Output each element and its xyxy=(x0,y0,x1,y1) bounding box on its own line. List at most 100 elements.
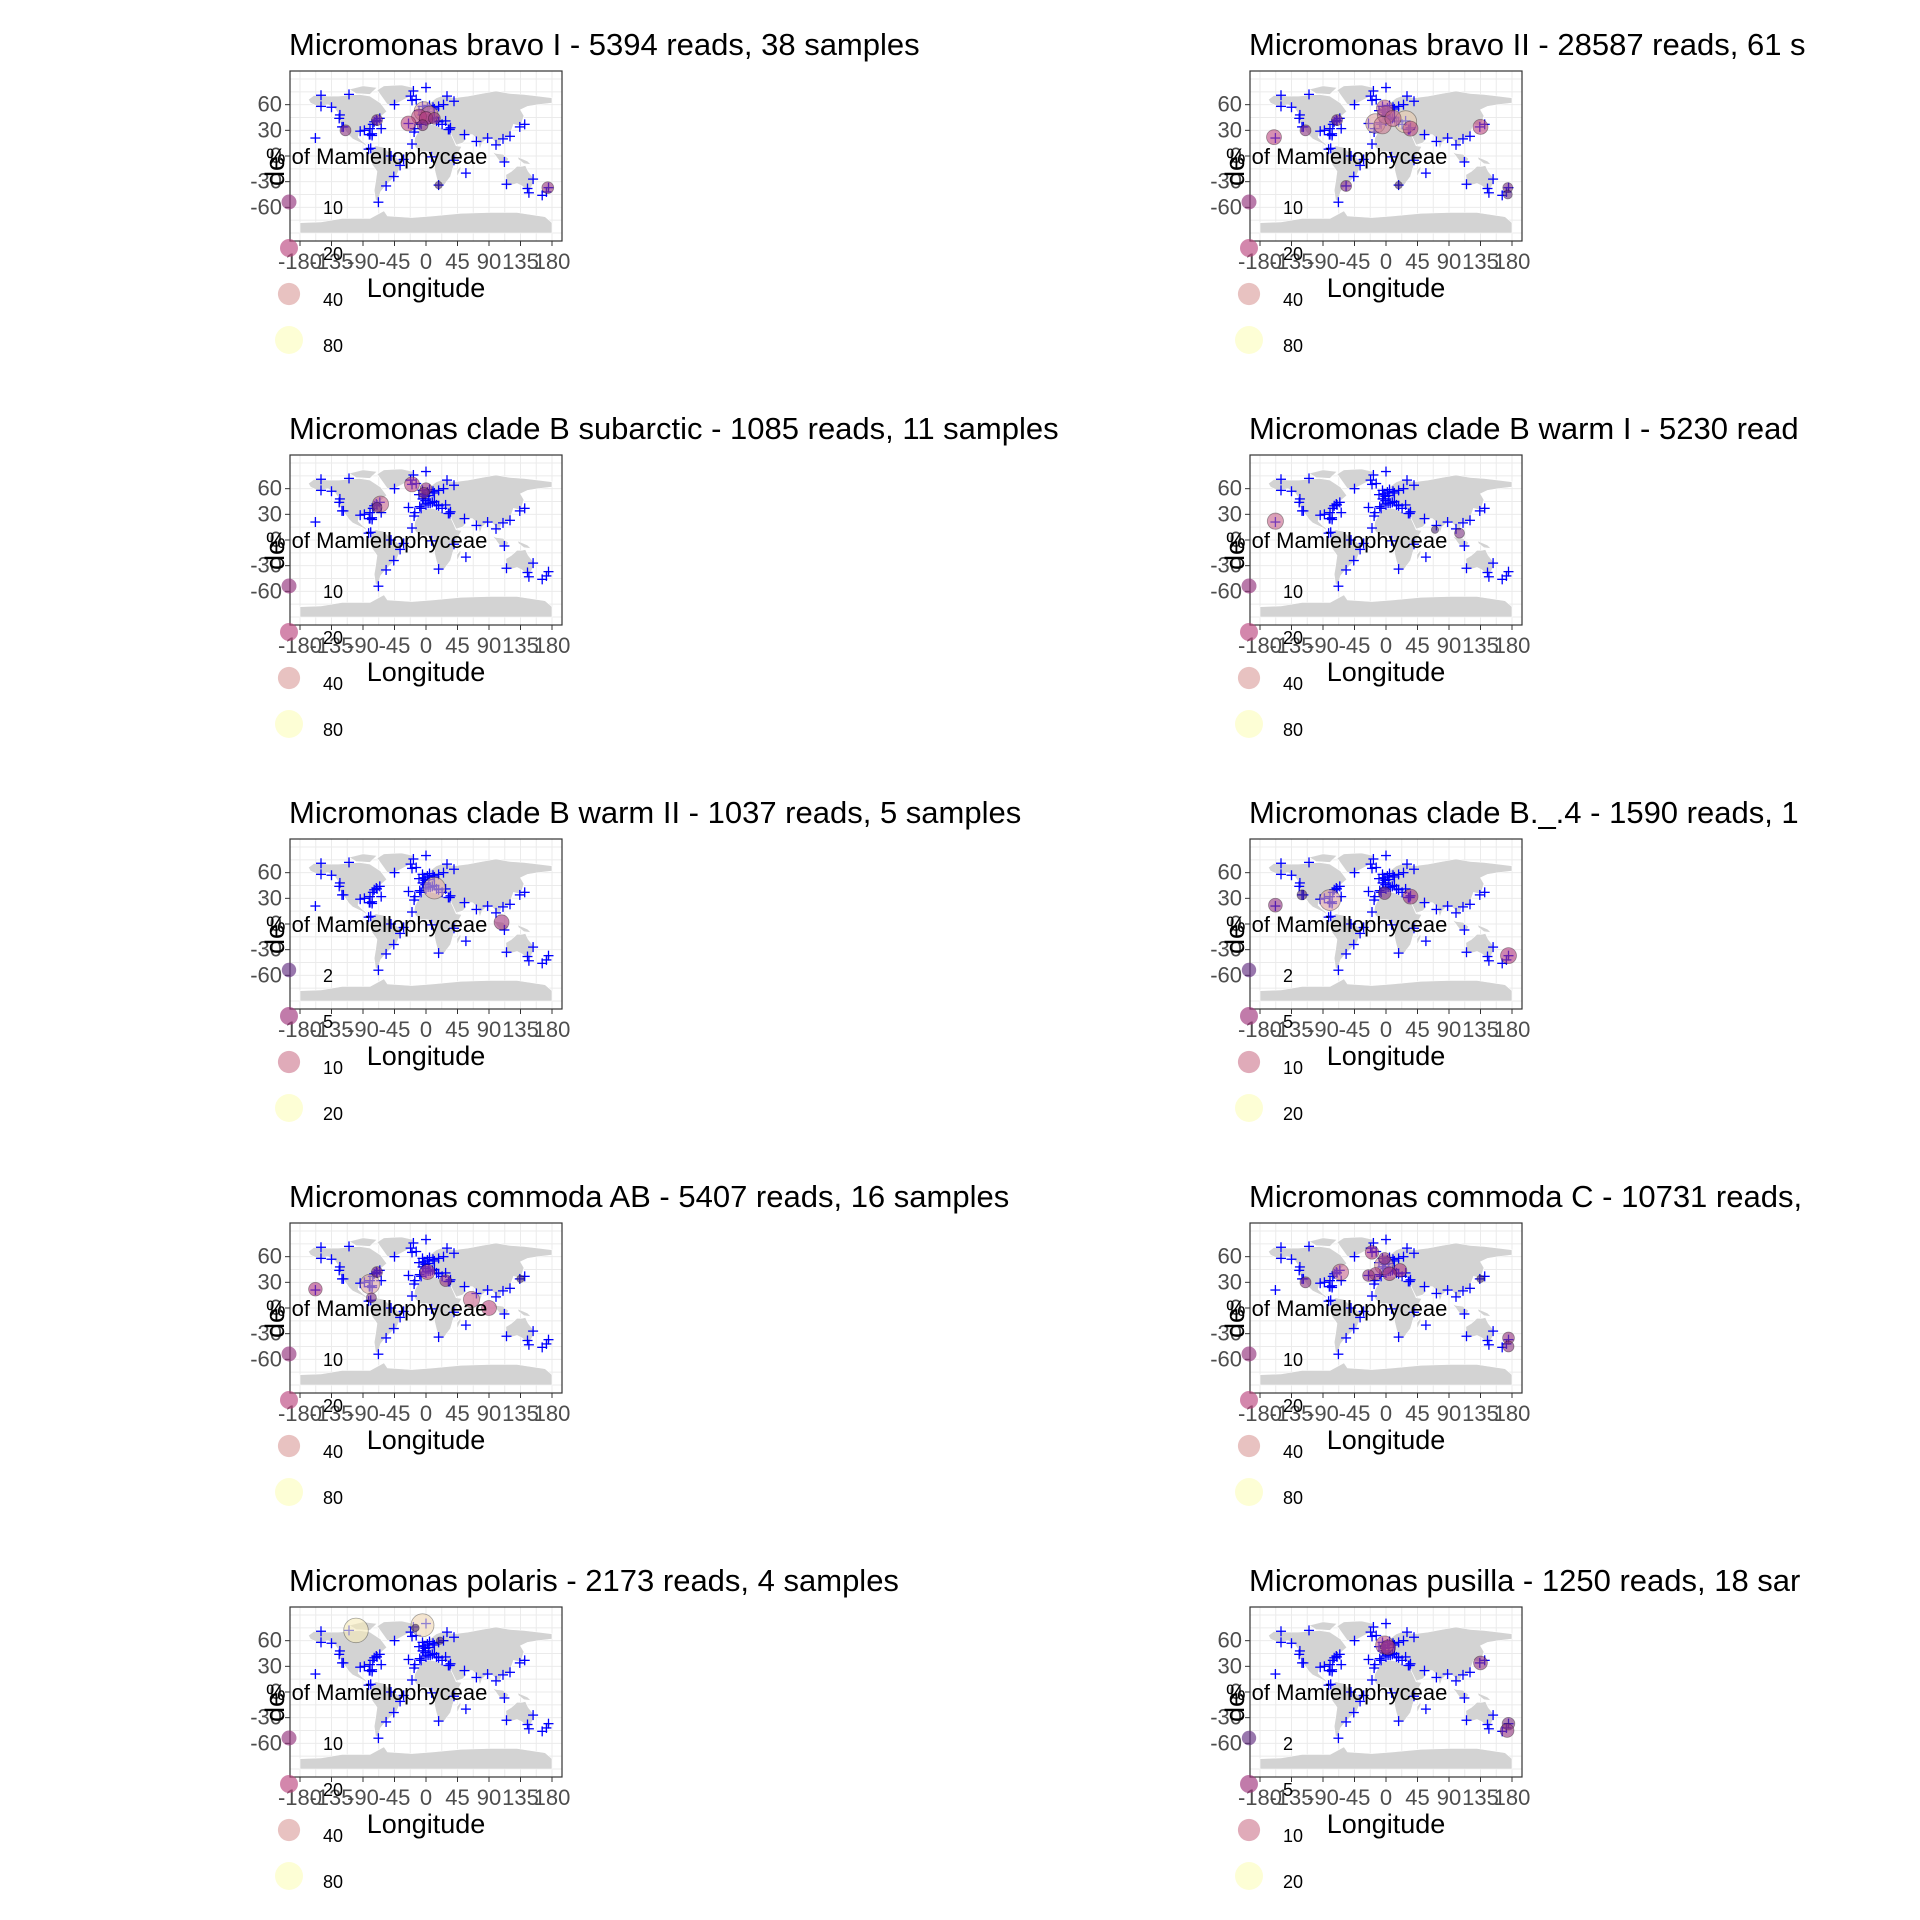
abundance-point xyxy=(423,876,446,900)
sample-site-marker xyxy=(1393,1716,1404,1727)
sample-site-marker xyxy=(374,1649,385,1660)
landmass xyxy=(517,1308,532,1318)
x-tick-label: -45 xyxy=(1339,633,1371,658)
x-tick-label: -45 xyxy=(379,1017,411,1042)
x-axis-label: Longitude xyxy=(1327,1041,1446,1071)
legend-label: 2 xyxy=(323,966,333,986)
landmass xyxy=(369,529,402,585)
x-tick-label: 45 xyxy=(1405,249,1429,274)
y-tick-label: 0 xyxy=(1230,143,1242,168)
sample-site-marker xyxy=(428,1638,438,1649)
x-tick-label: -90 xyxy=(347,1017,379,1042)
landmass xyxy=(418,1242,553,1303)
sample-site-marker xyxy=(1348,1323,1359,1334)
sample-site-marker xyxy=(445,122,456,133)
sample-site-marker xyxy=(1431,1288,1442,1299)
abundance-point xyxy=(435,1636,445,1645)
legend-label: 80 xyxy=(1283,1488,1303,1508)
sample-site-marker xyxy=(411,862,422,873)
sample-site-marker xyxy=(1346,151,1356,161)
sample-site-marker xyxy=(505,1667,515,1678)
sample-site-marker xyxy=(1398,867,1409,878)
sample-site-marker xyxy=(1327,512,1338,523)
sample-site-marker xyxy=(344,1241,354,1252)
sample-site-marker xyxy=(519,503,530,514)
abundance-points xyxy=(1268,886,1517,965)
sample-site-marker xyxy=(1458,133,1468,144)
legend-key xyxy=(1240,623,1258,641)
legend-key xyxy=(1241,962,1257,978)
sample-site-marker xyxy=(460,168,471,179)
sample-site-marker xyxy=(1276,869,1286,880)
sample-site-marker xyxy=(440,115,451,126)
sample-site-marker xyxy=(501,1715,512,1726)
legend-label: 20 xyxy=(1283,628,1303,648)
landmass xyxy=(456,1317,462,1330)
legend-key xyxy=(281,578,297,594)
sample-site-marker xyxy=(1388,486,1398,497)
sample-site-marker xyxy=(1386,151,1397,162)
sample-site-marker xyxy=(1276,474,1286,485)
sample-site-marker xyxy=(429,1255,440,1266)
sample-site-marker xyxy=(1461,1715,1472,1726)
sample-site-marker xyxy=(543,566,554,577)
sample-site-marker xyxy=(445,506,456,517)
y-tick-label: -30 xyxy=(250,1705,282,1730)
sample-site-marker xyxy=(1297,1657,1307,1668)
sample-site-marker xyxy=(1327,128,1338,139)
legend-title: % of Mamiellophyceae xyxy=(1226,1296,1447,1321)
sample-site-marker xyxy=(337,505,347,516)
facet-panel: Micromonas clade B warm II - 1037 reads,… xyxy=(250,795,1021,1124)
sample-site-marker xyxy=(1294,1265,1305,1276)
sample-site-marker xyxy=(1459,540,1470,551)
sample-site-marker xyxy=(1442,901,1453,912)
y-tick-label: 0 xyxy=(1230,911,1242,936)
legend-label: 40 xyxy=(323,1442,343,1462)
sample-site-marker xyxy=(1442,1285,1453,1296)
sample-site-marker xyxy=(1294,1649,1305,1660)
sample-site-marker xyxy=(1451,1675,1461,1686)
size-color-legend: % of Mamiellophyceae 10 20 40 80 xyxy=(266,528,487,740)
legend-key xyxy=(275,710,303,738)
sample-site-marker xyxy=(1442,1669,1453,1680)
sample-site-marker xyxy=(460,936,471,947)
landmass xyxy=(376,468,414,490)
x-tick-label: 180 xyxy=(1494,1401,1531,1426)
sample-site-marker xyxy=(1386,919,1397,930)
sample-site-marker xyxy=(1348,1707,1359,1718)
sample-site-marker xyxy=(1276,1242,1286,1253)
legend-key xyxy=(275,326,303,354)
sample-site-marker xyxy=(1297,505,1307,516)
sample-site-marker xyxy=(499,540,510,551)
sample-site-marker xyxy=(528,174,539,185)
sample-site-marker xyxy=(1420,1320,1431,1331)
sample-site-marker xyxy=(422,871,433,882)
sample-site-marker xyxy=(365,1679,376,1690)
sample-site-marker xyxy=(407,139,417,150)
sample-site-marker xyxy=(1391,499,1402,510)
sample-site-marker xyxy=(433,485,444,496)
abundance-point xyxy=(416,119,429,132)
sample-site-marker xyxy=(388,939,399,950)
sample-site-marker xyxy=(1386,535,1397,546)
landmass xyxy=(1329,1297,1362,1353)
abundance-point xyxy=(1340,180,1352,192)
x-tick-label: 180 xyxy=(534,1785,571,1810)
sample-site-marker xyxy=(386,1687,396,1697)
sample-site-marker xyxy=(316,485,326,496)
landmass xyxy=(456,165,462,178)
sample-site-marker xyxy=(443,508,454,519)
x-tick-label: 0 xyxy=(420,1401,432,1426)
sample-site-marker xyxy=(514,505,525,516)
sample-site-marker xyxy=(1393,869,1404,880)
abundance-point xyxy=(1331,114,1343,126)
size-color-legend: % of Mamiellophyceae 2 5 10 20 xyxy=(266,912,487,1124)
sample-site-marker xyxy=(363,912,374,923)
sample-site-marker xyxy=(1402,1243,1412,1254)
x-tick-label: 0 xyxy=(1380,1785,1392,1810)
legend-title: % of Mamiellophyceae xyxy=(1226,528,1447,553)
sample-site-marker xyxy=(501,1331,512,1342)
abundance-point xyxy=(1502,1340,1515,1353)
sample-site-marker xyxy=(1497,574,1508,585)
legend-key xyxy=(1240,1007,1258,1025)
